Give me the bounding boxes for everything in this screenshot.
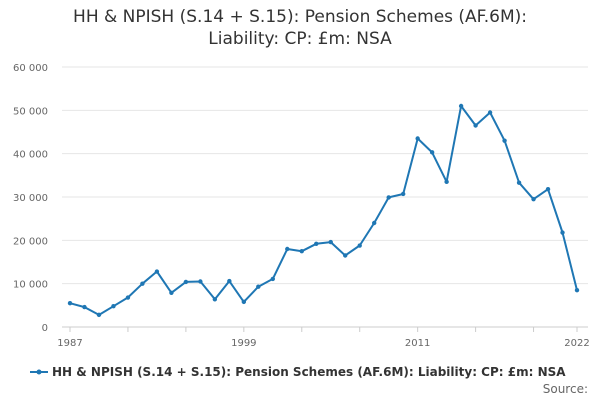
data-point[interactable] (560, 230, 565, 235)
data-point[interactable] (299, 248, 304, 254)
data-point[interactable] (386, 195, 391, 200)
data-point[interactable] (183, 279, 189, 285)
chart-title: HH & NPISH (S.14 + S.15): Pension Scheme… (0, 6, 600, 50)
x-tick-label: 2022 (564, 338, 589, 349)
data-point[interactable] (67, 300, 73, 306)
grid-lines (62, 66, 588, 328)
x-axis: 1987 1999 2011 2022 (57, 326, 590, 349)
data-point[interactable] (256, 284, 261, 289)
series-line (69, 105, 578, 316)
data-point[interactable] (111, 304, 116, 309)
data-point[interactable] (343, 253, 348, 258)
x-tick-label: 1999 (231, 338, 256, 349)
legend[interactable]: HH & NPISH (S.14 + S.15): Pension Scheme… (30, 365, 566, 379)
x-tick-label: 1987 (57, 338, 82, 349)
data-point[interactable] (285, 246, 290, 252)
data-point[interactable] (444, 179, 449, 185)
data-point[interactable] (429, 150, 435, 155)
data-point[interactable] (241, 299, 247, 305)
source-label: Source: (543, 382, 588, 396)
data-point[interactable] (372, 220, 377, 226)
data-point[interactable] (502, 138, 507, 143)
data-point[interactable] (212, 297, 218, 302)
data-point[interactable] (154, 269, 160, 274)
data-point[interactable] (227, 278, 232, 284)
y-tick-label: 40 000 (13, 150, 48, 161)
data-point[interactable] (473, 123, 478, 128)
data-point[interactable] (125, 295, 131, 300)
data-point[interactable] (198, 279, 203, 284)
y-tick-label: 10 000 (13, 280, 48, 291)
data-point[interactable] (487, 110, 493, 115)
data-point[interactable] (169, 290, 174, 295)
legend-label: HH & NPISH (S.14 + S.15): Pension Scheme… (52, 365, 566, 379)
y-tick-label: 0 (42, 323, 48, 334)
data-point[interactable] (314, 241, 319, 246)
data-point[interactable] (82, 304, 87, 310)
data-point[interactable] (545, 187, 551, 192)
data-point[interactable] (400, 191, 406, 197)
x-tick-label: 2011 (405, 338, 430, 349)
data-point[interactable] (96, 312, 102, 318)
y-tick-label: 50 000 (13, 106, 48, 117)
data-point[interactable] (140, 281, 145, 286)
data-point[interactable] (415, 136, 420, 141)
data-point[interactable] (458, 103, 464, 109)
series-group (67, 103, 580, 318)
data-point[interactable] (516, 180, 522, 185)
y-tick-label: 60 000 (13, 63, 48, 74)
legend-point-marker (36, 369, 42, 375)
data-point[interactable] (270, 276, 275, 282)
chart-title-line-1: HH & NPISH (S.14 + S.15): Pension Scheme… (73, 7, 527, 27)
y-tick-label: 20 000 (13, 236, 48, 247)
data-point[interactable] (328, 239, 333, 245)
chart-title-line-2: Liability: CP: £m: NSA (208, 29, 392, 49)
data-point[interactable] (574, 287, 580, 293)
data-point[interactable] (357, 243, 362, 248)
data-point[interactable] (531, 196, 536, 202)
y-axis: 0 10 000 20 000 30 000 40 000 50 000 60 000 (13, 63, 48, 334)
y-tick-label: 30 000 (13, 193, 48, 204)
